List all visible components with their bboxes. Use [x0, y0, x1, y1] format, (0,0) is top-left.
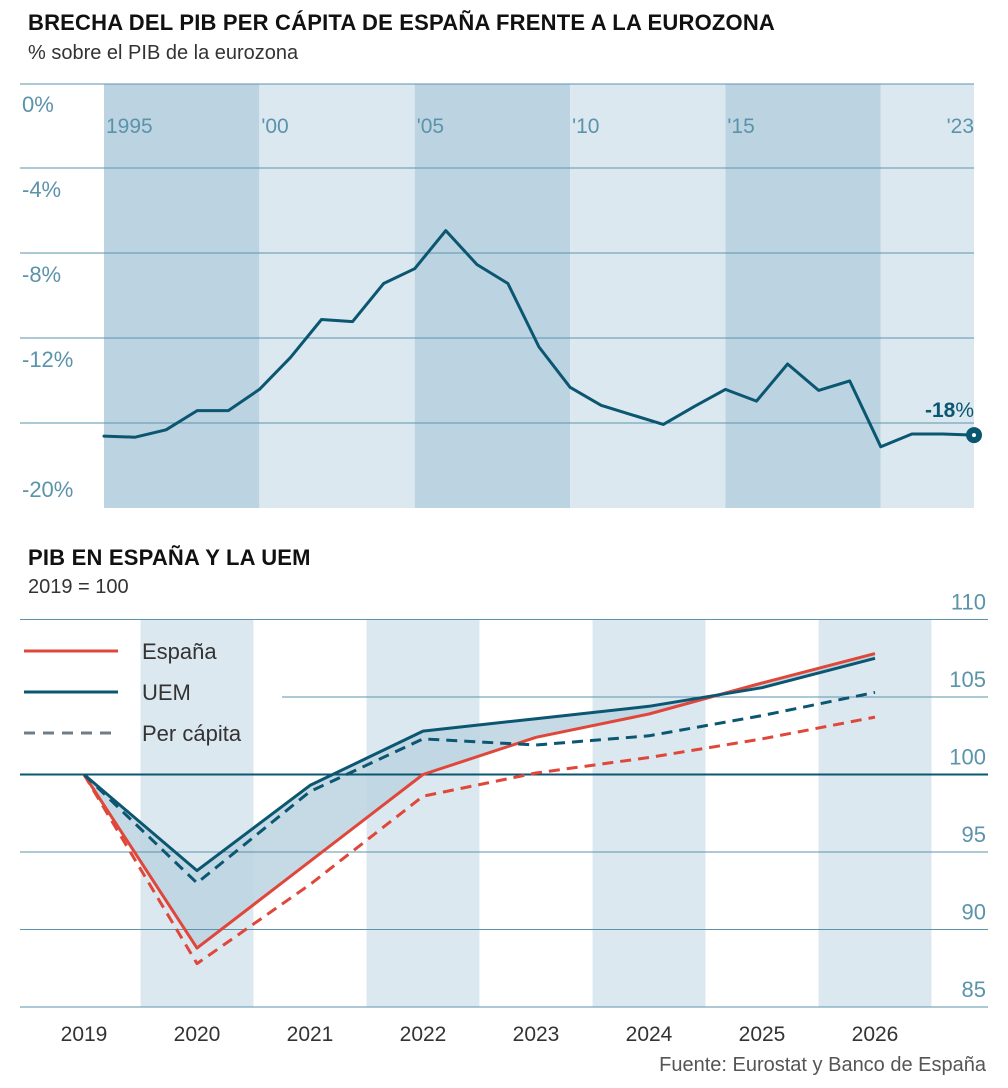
gap-series-line	[102, 229, 976, 449]
gap-band-2	[414, 84, 571, 508]
gap-x-tick-label: '05	[417, 115, 444, 138]
gdp-x-tick-label: 2020	[174, 1023, 221, 1046]
gap-band-1	[259, 84, 415, 508]
gap-x-tick-label: '00	[261, 115, 288, 138]
gdp-chart-x-ticks: 2019 2020 2021 2022 2023 2024 2025 2026	[61, 1023, 899, 1046]
gap-y-tick-label: -20%	[22, 477, 73, 502]
gdp-x-tick-label: 2021	[287, 1023, 334, 1046]
gap-band-4	[725, 84, 881, 508]
gap-end-point-center	[972, 433, 976, 438]
gdp-y-tick-label: 95	[962, 822, 986, 847]
gap-chart-end-marker: -18%	[925, 399, 982, 444]
gap-band-3	[570, 84, 726, 508]
gdp-legend-label: UEM	[142, 680, 191, 705]
gdp-chart-bands	[84, 619, 932, 1007]
gdp-y-tick-label: 105	[949, 667, 986, 692]
gap-y-tick-label: 0%	[22, 92, 54, 117]
gdp-y-tick-label: 100	[949, 745, 986, 770]
gap-x-tick-label: '10	[572, 115, 599, 138]
gap-band-5	[880, 84, 974, 508]
gdp-x-tick-label: 2024	[626, 1023, 673, 1046]
gap-chart-subtitle: % sobre el PIB de la eurozona	[28, 42, 299, 64]
gap-x-tick-label: '23	[947, 115, 974, 138]
gap-y-tick-label: -8%	[22, 262, 61, 287]
gdp-series-espana	[82, 652, 876, 950]
gdp-legend-label: España	[142, 639, 217, 664]
gap-x-tick-label: 1995	[106, 115, 153, 138]
gdp-x-tick-label: 2022	[400, 1023, 447, 1046]
gdp-x-tick-label: 2019	[61, 1023, 108, 1046]
gdp-band-3	[818, 619, 932, 1007]
gdp-y-tick-label: 90	[962, 900, 986, 925]
gap-y-tick-label: -4%	[22, 177, 61, 202]
gdp-band-2	[592, 619, 706, 1007]
gap-end-label: -18%	[925, 399, 974, 422]
gdp-chart-subtitle: 2019 = 100	[28, 576, 129, 598]
gdp-x-tick-label: 2023	[513, 1023, 560, 1046]
gdp-chart-legend: España UEM Per cápita	[24, 639, 242, 746]
gdp-legend-label: Per cápita	[142, 721, 242, 746]
gdp-chart-series	[82, 652, 876, 966]
gdp-band-1	[366, 619, 480, 1007]
gdp-x-tick-label: 2025	[739, 1023, 786, 1046]
gdp-gap-area	[84, 653, 875, 949]
gdp-chart-grid	[20, 619, 988, 1008]
gap-chart-x-ticks: 1995 '00 '05 '10 '15 '23	[106, 115, 974, 138]
source-note: Fuente: Eurostat y Banco de España	[659, 1054, 986, 1076]
gap-x-tick-label: '15	[727, 115, 754, 138]
gap-chart-series	[102, 229, 976, 449]
gap-chart-y-ticks: 0% -4% -8% -12% -20%	[22, 92, 73, 502]
gdp-series-espana_per_capita	[82, 715, 876, 966]
gdp-series-uem_per_capita	[82, 690, 876, 885]
gdp-y-tick-label: 85	[962, 977, 986, 1002]
gdp-chart-title: PIB EN ESPAÑA Y LA UEM	[28, 545, 311, 570]
gdp-series-uem	[83, 656, 876, 873]
gap-chart: 1995 '00 '05 '10 '15 '23 0% -4% -8% -12% -20% -18…	[20, 83, 982, 508]
gap-y-tick-label: -12%	[22, 347, 73, 372]
gap-chart-grid	[20, 83, 974, 424]
gap-chart-bands	[104, 84, 974, 508]
gap-chart-title: BRECHA DEL PIB PER CÁPITA DE ESPAÑA FREN…	[28, 10, 776, 35]
gdp-y-tick-label: 110	[951, 590, 986, 615]
gdp-chart-y-ticks: 85 90 95 100 105 110	[949, 590, 986, 1003]
gdp-x-tick-label: 2026	[852, 1023, 899, 1046]
